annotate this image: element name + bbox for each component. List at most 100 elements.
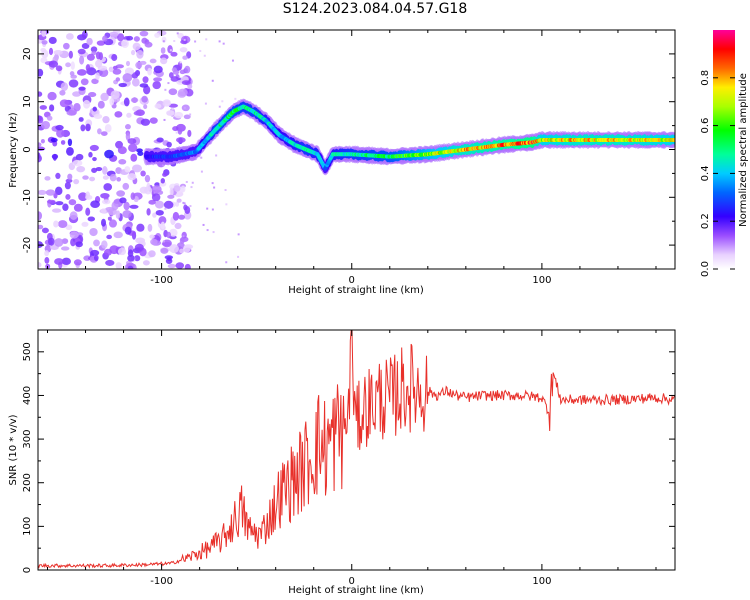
spectrogram-noise-blob xyxy=(178,214,186,220)
spectrogram-noise-blob xyxy=(152,212,157,218)
spectrogram-noise-blob xyxy=(51,208,62,213)
spectrogram-noise-blob xyxy=(183,244,191,253)
spectrogram-noise-blob xyxy=(124,226,132,235)
spectrogram-noise-speck xyxy=(190,186,193,189)
spectrogram-noise-blob xyxy=(85,207,91,216)
spectrogram-noise-blob xyxy=(93,239,100,247)
spectrogram-noise-blob xyxy=(44,176,51,181)
spectrogram-noise-blob xyxy=(81,43,90,50)
spectrogram-noise-blob xyxy=(102,115,110,124)
spectrogram-noise-speck xyxy=(189,113,192,116)
spectrogram-noise-speck xyxy=(221,100,224,103)
spectrogram-noise-blob xyxy=(101,240,108,249)
spectrogram-noise-blob xyxy=(180,185,186,193)
spectrogram-noise-blob xyxy=(38,241,44,249)
spectrogram-noise-blob xyxy=(57,220,68,228)
spectrogram-noise-speck xyxy=(222,42,225,45)
spectrogram-noise-blob xyxy=(101,199,111,205)
spectrogram-noise-blob xyxy=(181,231,187,239)
spectrogram-noise-speck xyxy=(211,79,214,82)
spectrogram-noise-blob xyxy=(101,218,107,227)
spectrogram-noise-blob xyxy=(144,41,153,48)
spectrogram-noise-blob xyxy=(91,51,97,56)
spectrogram-noise-blob xyxy=(152,81,161,90)
spectrogram-noise-blob xyxy=(139,186,149,194)
spectrogram-noise-blob xyxy=(68,79,79,88)
spectrogram-noise-blob xyxy=(90,200,101,208)
spectrogram-noise-blob xyxy=(176,137,186,143)
snr-x-tick-label: 0 xyxy=(349,576,355,587)
spectrogram-noise-blob xyxy=(160,47,166,54)
spectrogram-noise-blob xyxy=(177,127,183,135)
spectrogram-noise-blob xyxy=(166,110,175,116)
spectrogram-noise-blob xyxy=(41,120,51,130)
spectrogram-noise-blob xyxy=(95,166,103,172)
spectrogram-noise-blob xyxy=(169,228,178,237)
snr-y-tick-label: 0 xyxy=(22,567,33,573)
spectrogram-noise-blob xyxy=(132,42,141,51)
spectrogram-noise-blob xyxy=(114,111,123,118)
spectrogram-noise-blob xyxy=(117,247,127,256)
spectrogram-noise-blob xyxy=(48,47,54,56)
spectrogram-noise-blob xyxy=(127,138,137,145)
snr-axes: -100 0 100 0 100 200 300 400 500 xyxy=(22,329,675,587)
spectrogram-noise-blob xyxy=(117,33,125,42)
spectrogram-noise-blob xyxy=(91,78,99,85)
spectrogram-noise-blob xyxy=(179,237,185,244)
spectrogram-noise-blob xyxy=(113,199,120,204)
spectrogram-noise-blob xyxy=(38,146,46,151)
spectrogram-noise-blob xyxy=(48,60,59,68)
spectrogram-noise-blob xyxy=(76,165,86,173)
spectrogram-noise-blob xyxy=(187,84,193,89)
spectrogram-noise-blob xyxy=(183,204,188,211)
spectrogram-noise-speck xyxy=(235,267,238,269)
snr-x-axis-label: Height of straight line (km) xyxy=(288,585,424,596)
spectrogram-noise-blob xyxy=(59,99,70,108)
spectrogram-noise-speck xyxy=(164,207,167,210)
spectrogram-noise-speck xyxy=(211,208,214,211)
spectrogram-noise-blob xyxy=(115,64,124,69)
spectrogram-noise-blob xyxy=(161,36,167,43)
spectrogram-noise-blob xyxy=(162,172,168,177)
spectrogram-noise-blob xyxy=(160,221,166,230)
spectrogram-noise-blob xyxy=(38,115,44,124)
spectrogram-noise-blob xyxy=(151,185,162,194)
spectrogram-marks xyxy=(38,30,675,269)
spectrogram-noise-blob xyxy=(140,118,151,126)
spectrogram-noise-blob xyxy=(149,58,157,64)
spectrogram-noise-blob xyxy=(113,231,123,239)
spectrogram-noise-blob xyxy=(65,193,71,200)
spectrogram-noise-blob xyxy=(159,181,167,187)
spectrogram-noise-blob xyxy=(174,111,184,119)
spectrogram-noise-blob xyxy=(132,164,142,173)
spectrogram-noise-blob xyxy=(96,40,106,46)
spectrogram-noise-blob xyxy=(65,62,71,68)
spectrogram-noise-blob xyxy=(140,170,146,177)
spectrogram-noise-blob xyxy=(167,45,173,54)
spectrogram-noise-blob xyxy=(53,50,63,55)
snr-y-tick-label: 500 xyxy=(22,342,33,361)
spectrogram-noise-blob xyxy=(123,97,130,107)
spectrogram-noise-blob xyxy=(107,216,112,221)
spectrogram-noise-blob xyxy=(72,159,83,167)
spectrogram-noise-blob xyxy=(91,167,98,173)
spectrogram-noise-blob xyxy=(128,143,138,153)
spectrogram-noise-blob xyxy=(78,117,84,122)
spectrogram-noise-blob xyxy=(46,115,53,121)
spectrogram-noise-speck xyxy=(171,107,174,110)
spectrogram-noise-blob xyxy=(55,124,64,131)
spectrogram-noise-blob xyxy=(100,131,108,137)
chart-title: S124.2023.084.04.57.G18 xyxy=(282,1,468,17)
spectrogram-noise-blob xyxy=(135,61,143,69)
spectrogram-noise-blob xyxy=(69,71,75,76)
spectrogram-noise-blob xyxy=(115,210,121,219)
spectrogram-noise-blob xyxy=(39,105,48,110)
spectrogram-noise-speck xyxy=(237,233,240,236)
spectrogram-y-tick-label: 10 xyxy=(22,95,33,108)
spectrogram-noise-blob xyxy=(166,231,172,239)
spectrogram-noise-blob xyxy=(38,211,43,221)
spectrogram-noise-blob xyxy=(110,90,120,100)
spectrogram-noise-blob xyxy=(50,137,58,143)
spectrogram-noise-blob xyxy=(131,72,139,79)
spectrogram-noise-blob xyxy=(143,104,148,110)
